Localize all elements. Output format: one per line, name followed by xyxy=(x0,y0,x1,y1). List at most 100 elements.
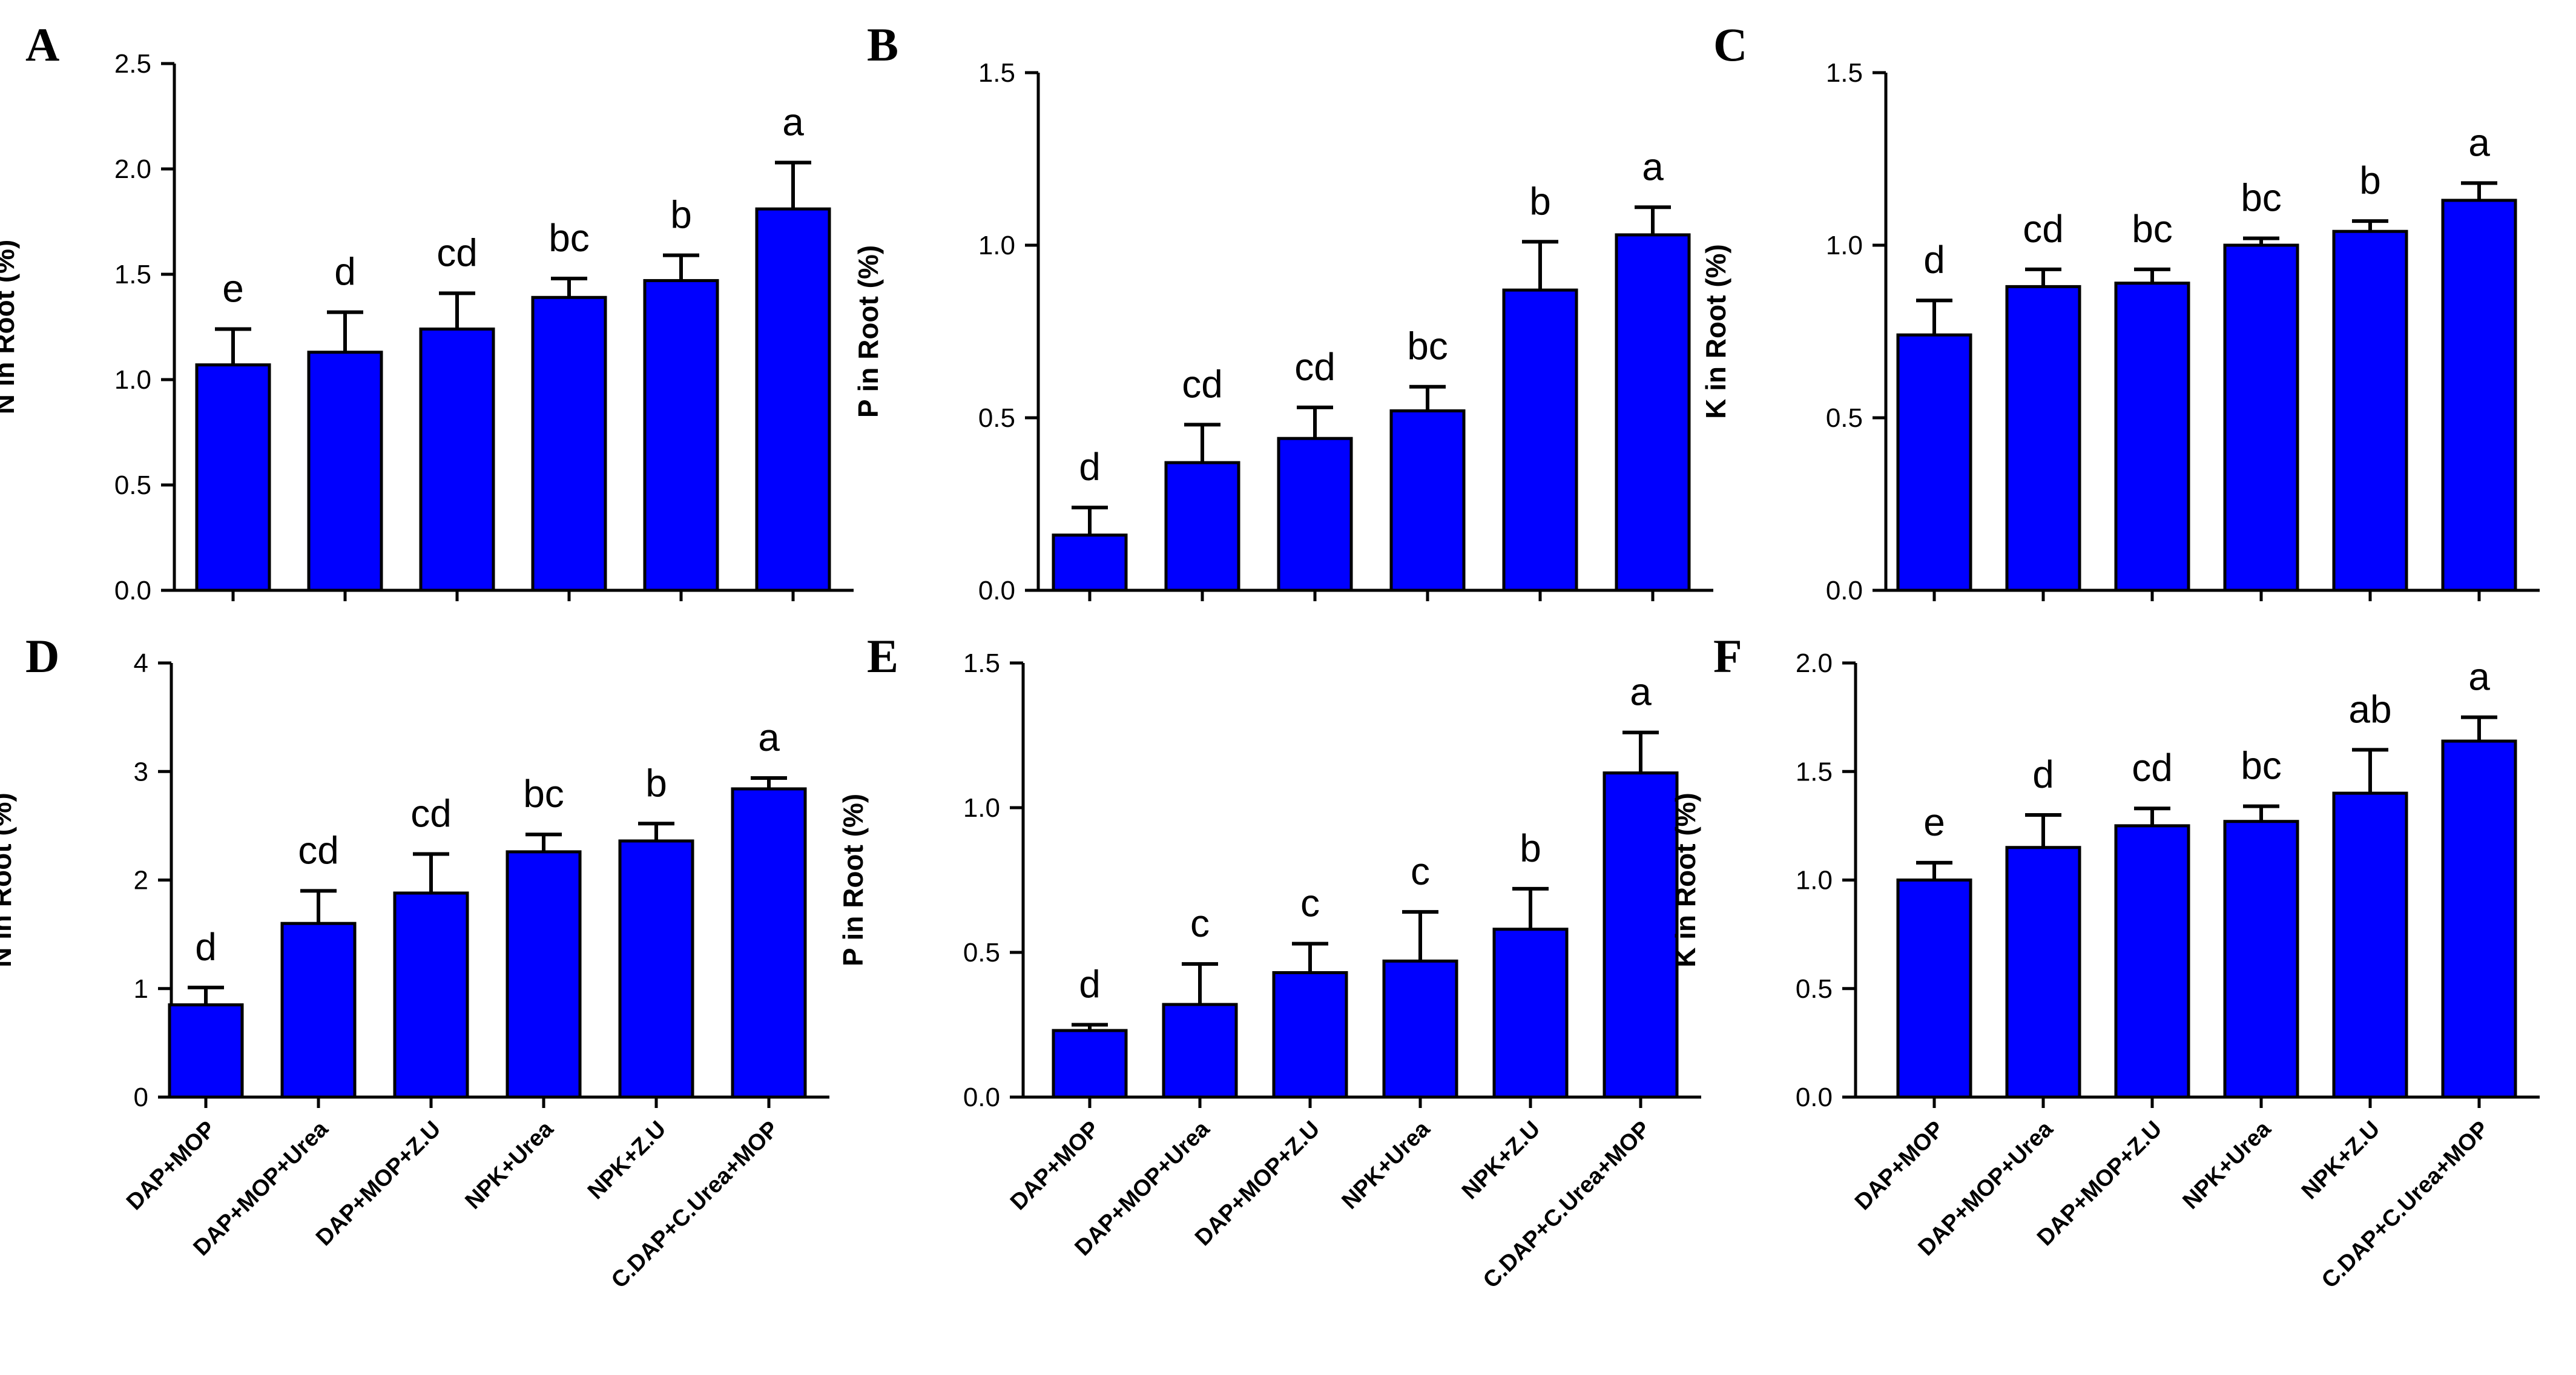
panel-d-bar xyxy=(168,1003,244,1099)
panel-a-bar xyxy=(307,351,383,592)
panel-d-bar xyxy=(731,787,807,1099)
panel-b-significance-label: d xyxy=(1079,445,1101,489)
panel-c-significance-label: bc xyxy=(2132,207,2173,251)
panel-a-y-axis-title: N in Root (%) xyxy=(0,240,20,415)
panel-e-y-tick-label: 0.0 xyxy=(963,1083,1000,1112)
panel-e-y-tick-label: 1.0 xyxy=(963,793,1000,823)
panel-d-y-tick-label: 2 xyxy=(134,866,148,895)
panel-d-y-tick-label: 0 xyxy=(134,1083,148,1112)
panel-b-bar xyxy=(1502,288,1578,592)
panel-f-significance-label: cd xyxy=(2132,746,2173,790)
panel-a-significance-label: cd xyxy=(436,231,478,274)
panel-f-significance-label: d xyxy=(2032,753,2054,796)
panel-d-bar xyxy=(506,850,582,1099)
panel-a-y-tick-label: 1.5 xyxy=(114,260,151,289)
panel-b: B P in Root (%) 0.0 0.5 1.0 1.5 d cd cd bc b a xyxy=(852,18,1713,605)
panel-c-bar xyxy=(2223,243,2299,592)
panel-c-y-tick-label: 1.5 xyxy=(1826,58,1863,88)
panel-a-significance-label: b xyxy=(670,193,692,237)
panel-c-y-axis-title: K in Root (%) xyxy=(1700,244,1731,419)
panel-e-y-tick-label: 1.5 xyxy=(963,648,1000,678)
panel-a-bar xyxy=(195,363,271,592)
panel-d-significance-label: b xyxy=(645,761,667,805)
panel-f-category-label: NPK+Urea xyxy=(2178,1116,2276,1214)
panel-a-significance-label: e xyxy=(222,266,244,310)
panel-d-category-label: NPK+Urea xyxy=(460,1116,558,1214)
panel-d-bar xyxy=(393,891,469,1099)
panel-f-y-tick-label: 0.5 xyxy=(1796,974,1833,1004)
panel-f-significance-label: ab xyxy=(2348,687,2391,731)
panel-d-y-tick-label: 1 xyxy=(134,974,148,1004)
panel-e-category-label: NPK+Z.U xyxy=(1457,1116,1545,1204)
panel-b-y-tick-label: 1.5 xyxy=(978,58,1015,88)
panel-c-significance-label: d xyxy=(1923,238,1945,282)
panel-c-bar xyxy=(1896,333,1972,592)
panel-f-significance-label: bc xyxy=(2241,744,2282,788)
panel-a-y-tick-label: 0.5 xyxy=(114,470,151,500)
panel-c-y-tick-label: 0.0 xyxy=(1826,576,1863,605)
panel-c-significance-label: b xyxy=(2359,159,2381,202)
panel-c-y-tick-label: 1.0 xyxy=(1826,231,1863,260)
panel-f-y-tick-label: 1.5 xyxy=(1796,757,1833,786)
panel-a-significance-label: a xyxy=(782,101,804,144)
panel-e-category-label: NPK+Urea xyxy=(1337,1116,1435,1214)
panel-c-bar xyxy=(2005,285,2081,592)
panel-f: FK in Root (%)0.00.51.01.52.0eDAP+MOPdDA… xyxy=(1670,630,2540,1293)
panel-d-category-label: DAP+MOP+Z.U xyxy=(311,1116,446,1251)
panel-a-bar xyxy=(643,279,719,592)
panel-f-letter: F xyxy=(1713,630,1742,682)
panel-b-bar xyxy=(1164,461,1240,592)
panel-e-significance-label: a xyxy=(1630,670,1652,714)
panel-a-y-tick-label: 2.5 xyxy=(114,49,151,79)
panel-e-bar xyxy=(1603,771,1679,1099)
panel-e-significance-label: c xyxy=(1411,849,1430,893)
panel-e-y-tick-label: 0.5 xyxy=(963,938,1000,968)
panel-b-significance-label: b xyxy=(1529,179,1551,223)
panel-f-y-axis-title: K in Root (%) xyxy=(1670,793,1701,968)
panel-a-letter: A xyxy=(25,18,59,71)
panel-d-significance-label: a xyxy=(758,716,780,759)
panel-f-bar xyxy=(1896,879,1972,1099)
panel-a-bar xyxy=(755,207,831,592)
panel-b-y-tick-label: 1.0 xyxy=(978,231,1015,260)
panel-a-y-tick-label: 2.0 xyxy=(114,154,151,184)
panel-f-bar xyxy=(2114,824,2190,1099)
panel-b-significance-label: a xyxy=(1642,145,1664,188)
panel-b-bar xyxy=(1052,533,1128,592)
panel-c-y-tick-label: 0.5 xyxy=(1826,403,1863,433)
panel-e-bar xyxy=(1272,971,1348,1099)
panel-a: A N in Root (%) 0.0 0.5 1.0 1.5 2.0 2.5 e d cd bc b a xyxy=(0,18,854,605)
panel-f-bar xyxy=(2332,791,2408,1099)
panel-c-significance-label: cd xyxy=(2023,207,2064,251)
panel-e-y-axis-title: P in Root (%) xyxy=(837,794,869,966)
panel-b-y-axis-title: P in Root (%) xyxy=(852,245,884,418)
panel-e-bar xyxy=(1162,1003,1238,1099)
panel-e-category-label: DAP+MOP xyxy=(1006,1116,1104,1215)
panel-d-bar xyxy=(618,839,694,1099)
panel-b-bar xyxy=(1615,233,1691,592)
panel-f-y-tick-label: 1.0 xyxy=(1796,866,1833,895)
panel-a-significance-label: d xyxy=(334,250,356,294)
panel-e-significance-label: d xyxy=(1079,963,1101,1006)
panel-f-significance-label: a xyxy=(2468,655,2490,699)
panel-d-significance-label: cd xyxy=(298,828,339,872)
panel-c-bar xyxy=(2441,199,2517,592)
panel-f-significance-label: e xyxy=(1923,800,1945,844)
panel-f-bar xyxy=(2441,739,2517,1099)
panel-d-y-tick-label: 3 xyxy=(134,757,148,786)
panel-b-bar xyxy=(1389,409,1466,592)
panel-c: C K in Root (%) 0.0 0.5 1.0 1.5 d cd bc bc b a xyxy=(1700,18,2540,605)
panel-e-significance-label: b xyxy=(1520,826,1541,870)
panel-d: DN in Root (%)01234dDAP+MOPcdDAP+MOP+Ure… xyxy=(0,630,829,1293)
panel-d-y-tick-label: 4 xyxy=(134,648,148,678)
panel-f-bar xyxy=(2223,820,2299,1099)
panel-d-significance-label: d xyxy=(195,925,217,969)
panel-d-category-label: DAP+MOP xyxy=(122,1116,220,1215)
panel-a-y-tick-label: 1.0 xyxy=(114,365,151,395)
panel-a-bar xyxy=(419,327,495,592)
panel-e-bar xyxy=(1382,959,1458,1099)
panel-e: EP in Root (%)0.00.51.01.5dDAP+MOPcDAP+M… xyxy=(837,630,1701,1293)
panel-c-bar xyxy=(2114,282,2190,592)
panel-c-bar xyxy=(2332,229,2408,592)
